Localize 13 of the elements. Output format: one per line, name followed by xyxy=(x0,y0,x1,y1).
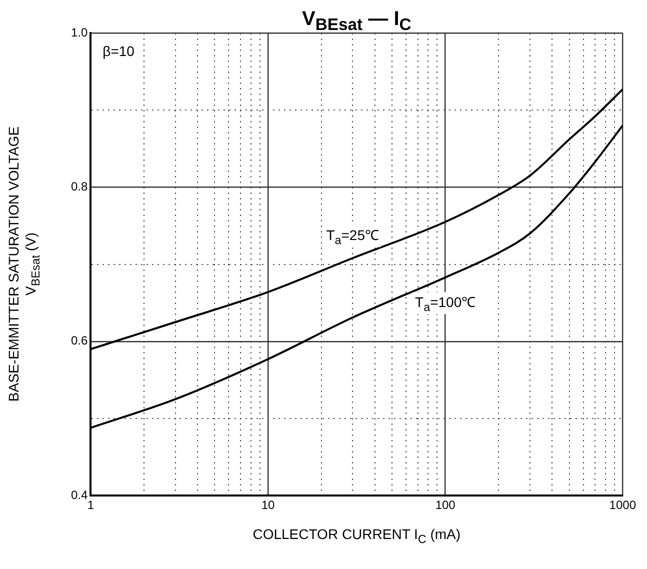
series-label: T$_{a}$=100℃ xyxy=(413,292,478,314)
x-axis-title: COLLECTOR CURRENT I$_{C}$ (mA) xyxy=(252,526,462,546)
x-tick-label: 1000 xyxy=(609,498,636,512)
y-tick-label: 0.4 xyxy=(70,488,88,502)
annotation: β=10 xyxy=(100,43,136,59)
chart-title: V$_{BEsat}$ — I$_{C}$ xyxy=(301,8,412,35)
y-tick-label: 0.6 xyxy=(70,334,88,348)
x-tick-label: 100 xyxy=(435,498,456,512)
y-tick-label: 1.0 xyxy=(70,25,88,40)
x-tick-label: 1 xyxy=(87,498,94,512)
y-tick-label: 0.8 xyxy=(70,180,88,194)
x-tick-label: 10 xyxy=(261,498,275,512)
series-label: T$_{a}$=25℃ xyxy=(324,225,382,248)
